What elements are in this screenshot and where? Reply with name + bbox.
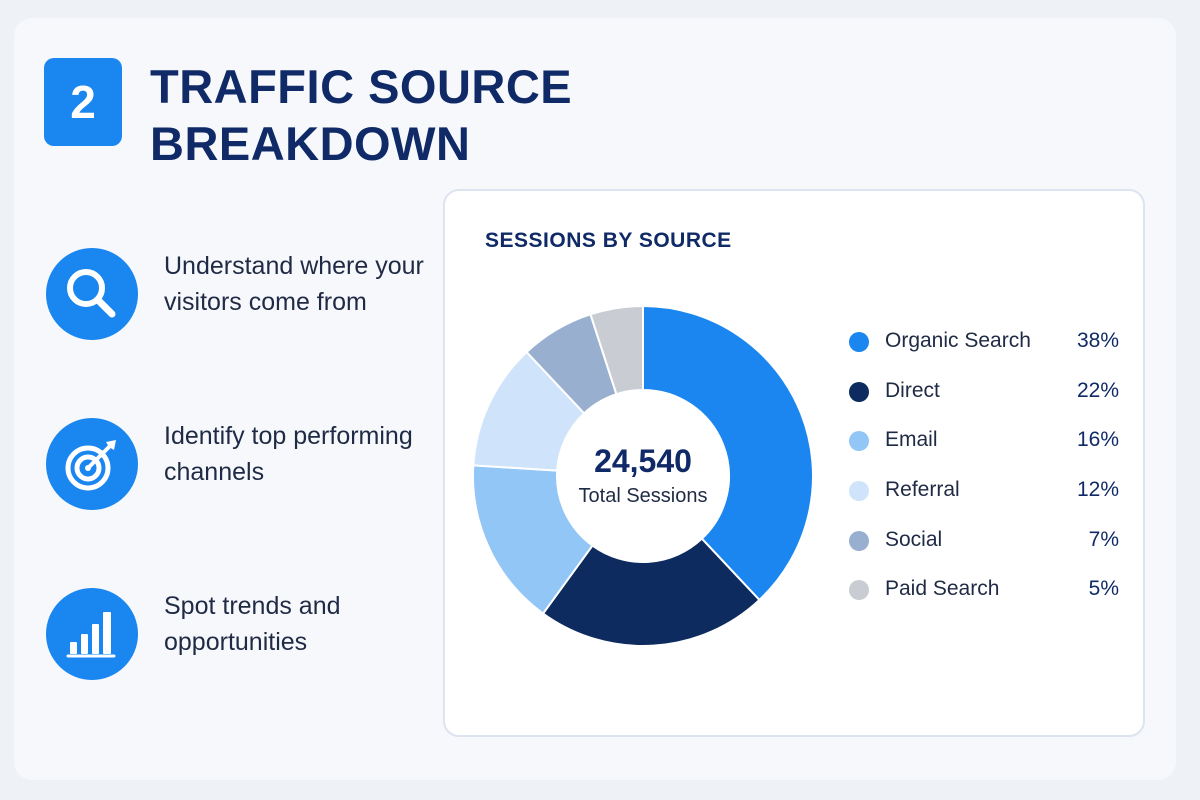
legend-value: 16%	[1076, 428, 1119, 452]
feature-text: Spot trends and opportunities	[164, 592, 341, 656]
feature-text: Understand where your visitors come from	[164, 252, 424, 316]
legend-item: Email 16%	[847, 424, 1119, 474]
donut-chart	[472, 304, 814, 647]
legend-value: 7%	[1088, 527, 1119, 551]
legend-item: Organic Search 38%	[847, 325, 1119, 375]
legend-label: Email	[885, 428, 938, 452]
legend-value: 22%	[1076, 378, 1119, 402]
legend-item: Social 7%	[847, 524, 1119, 574]
legend-swatch	[849, 431, 869, 452]
step-number-badge: 2	[44, 58, 122, 146]
legend-swatch	[849, 381, 869, 402]
legend-value: 38%	[1076, 329, 1119, 352]
total-sessions-label: Total Sessions	[578, 485, 708, 507]
legend-label: Referral	[885, 478, 960, 502]
page-title: TRAFFIC SOURCE BREAKDOWN	[150, 60, 573, 170]
target-icon	[46, 418, 138, 510]
total-sessions-value: 24,540	[594, 443, 692, 479]
feature-top-channels: Identify top performing channels	[46, 418, 426, 528]
legend-item: Referral 12%	[847, 474, 1119, 524]
feature-spot-trends: Spot trends and opportunities	[46, 588, 426, 698]
legend-swatch	[849, 580, 869, 601]
feature-text: Identify top performing channels	[164, 422, 413, 486]
legend-swatch	[849, 332, 869, 352]
donut-slice-paid-search	[589, 304, 644, 396]
legend-swatch	[849, 481, 869, 502]
legend-swatch	[849, 530, 869, 551]
legend-value: 12%	[1076, 478, 1119, 502]
feature-understand-visitors: Understand where your visitors come from	[46, 248, 426, 358]
chart-panel: SESSIONS BY SOURCE 24,540 Total Sessions…	[443, 189, 1145, 737]
legend-value: 5%	[1088, 577, 1119, 601]
legend-label: Paid Search	[885, 577, 1000, 601]
legend-label: Organic Search	[885, 329, 1031, 352]
donut-slice-organic-search	[642, 304, 814, 602]
donut-slice-direct	[541, 537, 761, 647]
chart-legend: Organic Search 38% Direct 22% Email 16% Referr…	[847, 325, 1119, 623]
bar-chart-icon	[46, 588, 138, 680]
step-number: 2	[70, 76, 96, 128]
legend-item: Paid Search 5%	[847, 573, 1119, 623]
legend-label: Social	[885, 527, 943, 551]
magnifier-icon	[46, 248, 138, 340]
legend-label: Direct	[885, 378, 940, 402]
legend-item: Direct 22%	[847, 375, 1119, 425]
chart-title: SESSIONS BY SOURCE	[485, 229, 732, 252]
